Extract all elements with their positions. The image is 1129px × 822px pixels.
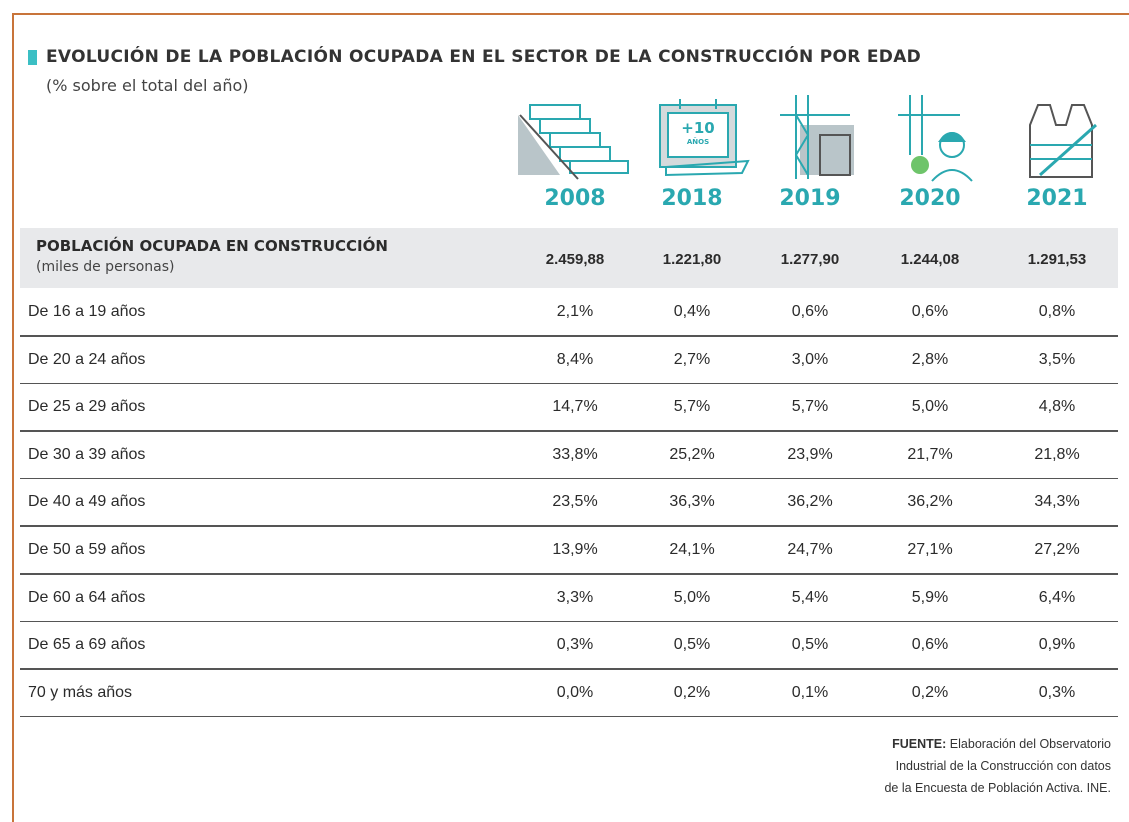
- row-rule: [20, 477, 1118, 480]
- row-rule: [20, 335, 1118, 337]
- header-value: 1.221,80: [662, 251, 722, 268]
- cell: 3,5%: [1038, 350, 1076, 368]
- icon-vest: [1029, 104, 1097, 178]
- header-value: 2.459,88: [545, 251, 605, 268]
- cell: 5,0%: [673, 588, 711, 606]
- row-rule: [20, 382, 1118, 385]
- icons: +10 AÑOS: [518, 95, 1097, 182]
- header-sublabel: (miles de personas): [36, 259, 175, 275]
- cell: 36,2%: [907, 493, 953, 511]
- row-label: De 16 a 19 años: [28, 303, 146, 320]
- header-value: 1.244,08: [900, 251, 960, 268]
- cell: 27,1%: [907, 541, 953, 558]
- cell: 0,0%: [556, 683, 594, 701]
- cell: 36,3%: [669, 493, 715, 511]
- row-rule: [20, 715, 1118, 718]
- row-label: De 20 a 24 años: [28, 350, 146, 368]
- cell: 23,5%: [552, 493, 598, 511]
- cell: 3,0%: [791, 350, 829, 368]
- cell: 0,6%: [911, 636, 949, 654]
- cell: 0,6%: [911, 303, 949, 320]
- column-year: 2021: [1026, 186, 1088, 211]
- cell: 21,7%: [907, 445, 953, 463]
- row-rule: [20, 573, 1118, 575]
- row-label: De 60 a 64 años: [28, 588, 146, 606]
- border: [12, 13, 14, 822]
- cell: 5,0%: [911, 398, 949, 416]
- cell: 8,4%: [556, 350, 594, 368]
- cell: 14,7%: [552, 398, 598, 416]
- title: EVOLUCIÓN DE LA POBLACIÓN OCUPADA EN EL …: [46, 47, 922, 67]
- source-text: Industrial de la Construcción con datos: [895, 759, 1111, 773]
- cell: 0,2%: [673, 683, 711, 701]
- cell: 0,5%: [791, 636, 829, 654]
- cell: 0,3%: [556, 636, 594, 654]
- row-rule: [20, 620, 1118, 623]
- source-text: de la Encuesta de Población Activa. INE.: [884, 781, 1111, 795]
- cell: 3,3%: [556, 588, 594, 606]
- row-label: De 65 a 69 años: [28, 636, 146, 654]
- source-text: Elaboración del Observatorio: [949, 737, 1111, 751]
- row-label: De 50 a 59 años: [28, 541, 146, 558]
- badge-number: +10: [681, 119, 714, 137]
- cell: 13,9%: [552, 541, 598, 558]
- icon-worker: [898, 95, 973, 182]
- cell: 0,8%: [1038, 303, 1076, 320]
- cell: 5,4%: [791, 588, 829, 606]
- title-mark: [28, 50, 37, 65]
- row-label: De 30 a 39 años: [28, 445, 146, 463]
- header-value: 1.291,53: [1027, 251, 1087, 268]
- source-label: FUENTE:: [892, 737, 947, 751]
- row-rule: [20, 525, 1118, 527]
- cell: 5,9%: [911, 588, 949, 606]
- cell: 0,3%: [1038, 683, 1076, 701]
- cell: 0,6%: [791, 303, 829, 320]
- cell: 21,8%: [1034, 445, 1080, 463]
- header-label: POBLACIÓN OCUPADA EN CONSTRUCCIÓN: [36, 237, 388, 255]
- badge-text: AÑOS: [687, 137, 709, 146]
- subtitle: (% sobre el total del año): [46, 76, 249, 95]
- cell: 25,2%: [669, 445, 715, 463]
- cell: 24,7%: [787, 541, 833, 558]
- row-label: 70 y más años: [28, 683, 133, 701]
- row-rule: [20, 668, 1118, 670]
- cell: 5,7%: [791, 398, 829, 416]
- cell: 27,2%: [1034, 541, 1080, 558]
- row-label: De 25 a 29 años: [28, 398, 146, 416]
- cell: 5,7%: [673, 398, 711, 416]
- column-year: 2008: [544, 186, 606, 211]
- icon-calendar: +10 AÑOS: [659, 99, 750, 177]
- source-line: FUENTE: Elaboración del Observatorio: [892, 737, 1111, 751]
- cell: 2,8%: [911, 350, 949, 368]
- cell: 0,1%: [791, 683, 829, 701]
- row-rule: [20, 430, 1118, 432]
- header-value: 1.277,90: [780, 251, 840, 268]
- cell: 33,8%: [552, 445, 598, 463]
- header-band: [20, 228, 1118, 288]
- cell: 4,8%: [1038, 398, 1076, 416]
- cell: 2,7%: [673, 350, 711, 368]
- cell: 0,2%: [911, 683, 949, 701]
- cell: 24,1%: [669, 541, 715, 558]
- cell: 0,5%: [673, 636, 711, 654]
- border: [12, 13, 1129, 15]
- cell: 6,4%: [1038, 588, 1076, 606]
- column-year: 2020: [899, 186, 961, 211]
- column-year: 2019: [779, 186, 841, 211]
- cell: 0,4%: [673, 303, 711, 320]
- cell: 0,9%: [1038, 636, 1076, 654]
- cell: 36,2%: [787, 493, 833, 511]
- row-label: De 40 a 49 años: [28, 493, 146, 511]
- cell: 34,3%: [1034, 493, 1080, 511]
- icon-crane: [780, 95, 854, 179]
- cell: 23,9%: [787, 445, 833, 463]
- column-year: 2018: [661, 186, 723, 211]
- icon-stairs: [518, 104, 629, 180]
- cell: 2,1%: [556, 303, 594, 320]
